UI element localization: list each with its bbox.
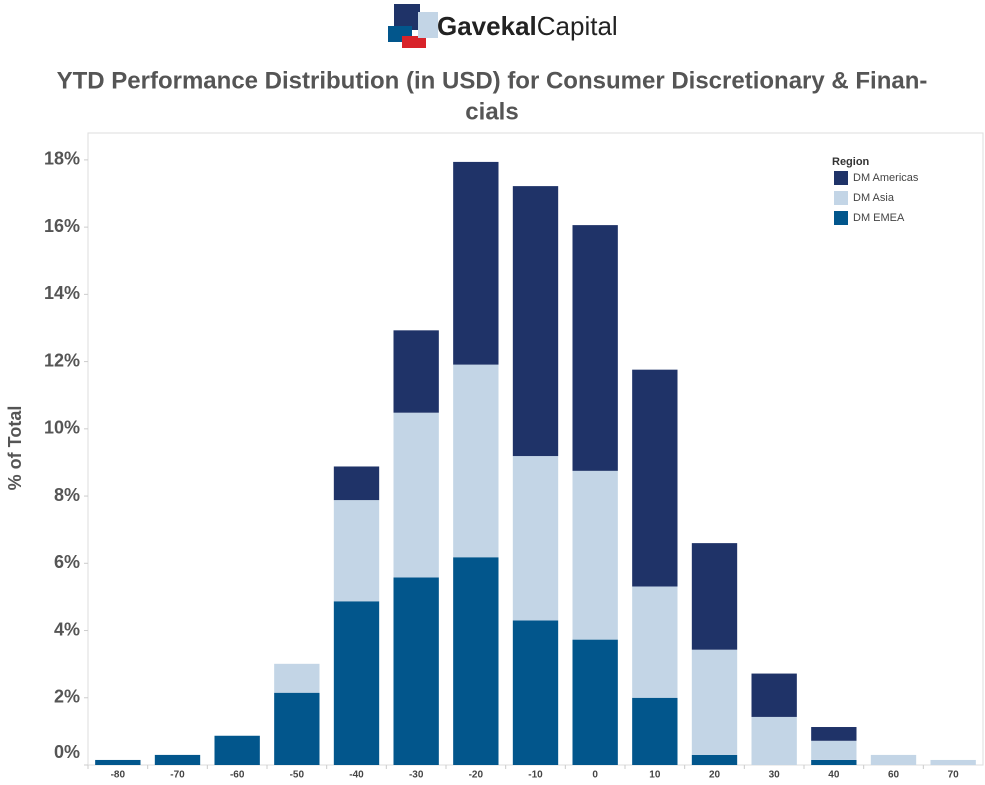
x-tick-label: -80 xyxy=(111,770,126,781)
chart-title: cials xyxy=(465,98,518,125)
x-tick-label: 20 xyxy=(709,770,721,781)
x-tick-label: -70 xyxy=(170,770,185,781)
bar-segment xyxy=(333,466,380,501)
logo-square xyxy=(394,4,420,30)
x-tick-label: 10 xyxy=(649,770,661,781)
bar-segment xyxy=(512,456,559,621)
y-tick-label: 4% xyxy=(54,619,80,639)
brand-part: Capital xyxy=(537,11,618,41)
legend-label: DM EMEA xyxy=(853,212,905,224)
bar-segment xyxy=(751,716,797,765)
bar-segment xyxy=(811,727,857,741)
bar-segment xyxy=(453,161,499,365)
bar-segment xyxy=(393,330,439,413)
bar-segment xyxy=(393,412,439,578)
chart-title: YTD Performance Distribution (in USD) fo… xyxy=(57,67,928,94)
x-tick-label: -20 xyxy=(469,770,484,781)
y-tick-label: 14% xyxy=(44,283,80,303)
x-tick-label: -40 xyxy=(349,770,364,781)
logo: GavekalCapital xyxy=(388,4,618,48)
x-tick-label: -30 xyxy=(409,770,424,781)
bar-segment xyxy=(572,639,618,765)
legend-title: Region xyxy=(832,156,870,168)
y-tick-label: 2% xyxy=(54,687,80,707)
bar-segment xyxy=(95,759,141,765)
x-tick-label: 0 xyxy=(592,770,598,781)
bar-segment xyxy=(930,759,976,765)
brand: GavekalCapital xyxy=(437,11,618,41)
bar-segment xyxy=(512,620,559,765)
y-tick-label: 10% xyxy=(44,418,80,438)
bar-segment xyxy=(274,692,320,765)
bar-segment xyxy=(214,735,260,765)
y-tick-label: 0% xyxy=(54,742,80,762)
bar-segment xyxy=(453,364,499,558)
logo-square xyxy=(402,36,426,48)
legend-label: DM Americas xyxy=(853,172,919,184)
bar-segment xyxy=(691,754,738,765)
x-tick-label: 40 xyxy=(828,770,840,781)
y-tick-label: 6% xyxy=(54,552,80,572)
bar-segment xyxy=(751,673,797,717)
x-tick-label: 70 xyxy=(948,770,960,781)
bar-segment xyxy=(632,697,678,765)
brand-part: Gavekal xyxy=(437,11,537,41)
bar-segment xyxy=(154,754,201,765)
legend-swatch xyxy=(834,171,848,185)
bar-segment xyxy=(572,470,618,640)
legend-swatch xyxy=(834,211,848,225)
bar-segment xyxy=(632,369,678,587)
y-tick-label: 16% xyxy=(44,216,80,236)
legend-swatch xyxy=(834,191,848,205)
bar-segment xyxy=(274,663,320,693)
bar-segment xyxy=(512,186,559,457)
bar-segment xyxy=(453,557,499,765)
x-tick-label: -60 xyxy=(230,770,245,781)
bar-segment xyxy=(572,225,618,471)
x-tick-label: -10 xyxy=(528,770,543,781)
y-tick-label: 8% xyxy=(54,485,80,505)
y-tick-label: 12% xyxy=(44,350,80,370)
bar-segment xyxy=(632,586,678,698)
bar-segment xyxy=(691,543,738,650)
logo-square xyxy=(418,12,438,38)
legend-label: DM Asia xyxy=(853,192,895,204)
x-tick-label: -50 xyxy=(290,770,305,781)
bar-segment xyxy=(811,740,857,760)
y-axis-title: % of Total xyxy=(5,406,25,491)
x-tick-label: 60 xyxy=(888,770,900,781)
bar-segment xyxy=(333,601,380,765)
bar-segment xyxy=(870,754,917,765)
bar-segment xyxy=(691,649,738,755)
bar-segment xyxy=(393,577,439,765)
x-tick-label: 30 xyxy=(769,770,781,781)
bar-segment xyxy=(811,759,857,765)
y-tick-label: 18% xyxy=(44,149,80,169)
bar-segment xyxy=(333,500,380,602)
